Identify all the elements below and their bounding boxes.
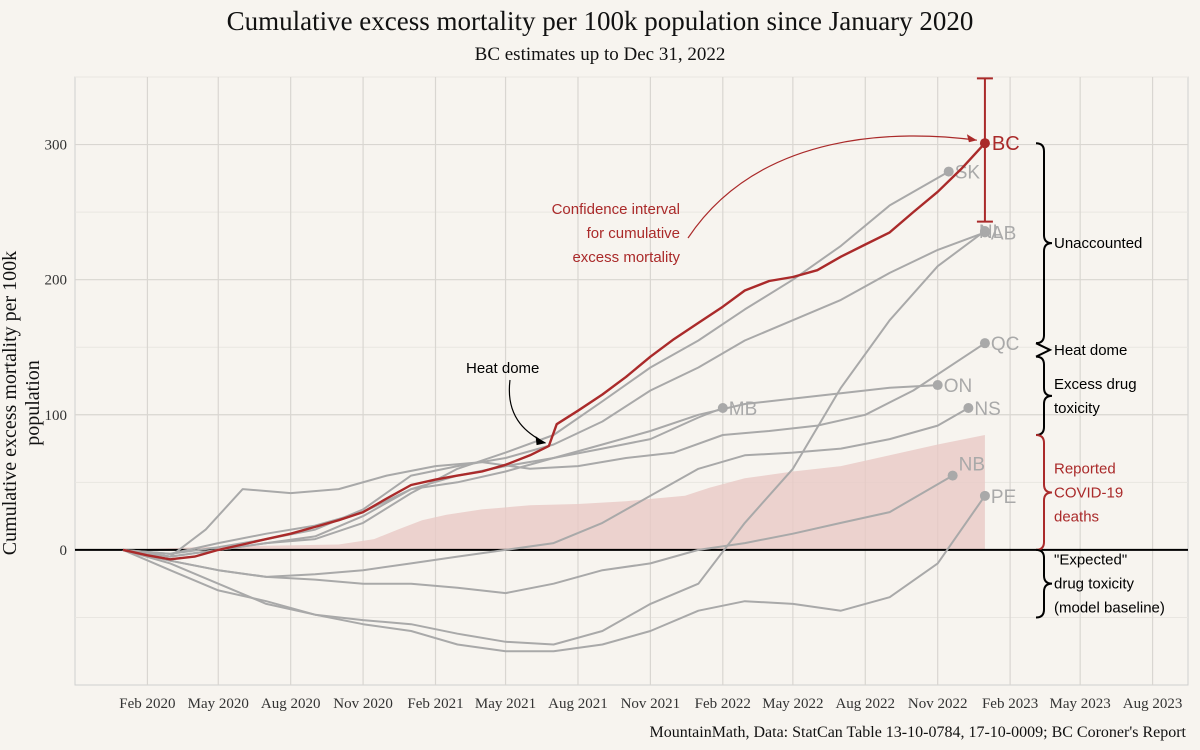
bracket-label: (model baseline) <box>1054 600 1165 617</box>
x-tick-label: Aug 2021 <box>548 696 608 712</box>
x-tick-label: Feb 2021 <box>407 696 463 712</box>
x-tick-label: Aug 2020 <box>261 696 321 712</box>
series-point-qc <box>979 338 990 349</box>
x-tick-label: Feb 2023 <box>982 696 1038 712</box>
covid-deaths-area <box>123 435 985 550</box>
heat-dome-annotation: Heat dome <box>466 360 539 377</box>
series-line-nb <box>122 474 954 595</box>
x-tick-label: May 2022 <box>762 696 823 712</box>
ci-arrow-head <box>966 134 977 143</box>
bc-line <box>122 142 986 561</box>
bracket-label: "Expected" <box>1054 552 1127 569</box>
bracket-1 <box>1035 342 1053 358</box>
heat-dome-arrow-head <box>535 436 546 446</box>
series-line-qc <box>122 342 986 558</box>
bracket-2 <box>1035 355 1053 437</box>
ci-annotation-line: excess mortality <box>572 249 680 266</box>
series-label-mb: MB <box>729 399 758 420</box>
bracket-4 <box>1035 548 1053 619</box>
bracket-label: deaths <box>1054 508 1099 525</box>
series-line-on <box>122 384 938 555</box>
x-tick-label: May 2021 <box>475 696 536 712</box>
y-tick-label: 100 <box>45 408 68 424</box>
bracket-label: Unaccounted <box>1054 235 1142 252</box>
ci-annotation-line: for cumulative <box>587 225 680 242</box>
bracket-label: Heat dome <box>1054 342 1127 359</box>
series-label-qc: QC <box>991 334 1020 355</box>
x-tick-label: Aug 2022 <box>835 696 895 712</box>
bracket-label: COVID-19 <box>1054 484 1123 501</box>
x-tick-label: May 2023 <box>1050 696 1111 712</box>
y-tick-label: 200 <box>45 273 68 289</box>
x-tick-label: Feb 2022 <box>695 696 751 712</box>
series-label-nl: NL <box>979 222 1003 243</box>
series-label-on: ON <box>944 376 973 397</box>
series-point-ns <box>963 403 974 414</box>
bc-point <box>979 138 990 149</box>
bracket-3 <box>1035 434 1053 551</box>
y-tick-label: 300 <box>45 138 68 154</box>
x-tick-label: Nov 2022 <box>908 696 968 712</box>
bracket-0 <box>1035 142 1053 345</box>
chart-subtitle: BC estimates up to Dec 31, 2022 <box>474 44 726 65</box>
series-label-nb: NB <box>959 455 985 476</box>
x-tick-label: May 2020 <box>188 696 249 712</box>
x-tick-label: Feb 2020 <box>119 696 175 712</box>
x-tick-label: Aug 2023 <box>1123 696 1183 712</box>
chart-caption: MountainMath, Data: StatCan Table 13-10-… <box>649 724 1186 741</box>
bracket-label: drug toxicity <box>1054 576 1135 593</box>
series-label-pe: PE <box>991 487 1016 508</box>
series-label-ns: NS <box>974 399 1000 420</box>
ci-annotation-arrow <box>687 135 977 239</box>
series-point-mb <box>717 403 728 414</box>
bracket-label: Reported <box>1054 460 1116 477</box>
series-label-ab: AB <box>991 223 1016 244</box>
x-tick-label: Nov 2020 <box>333 696 393 712</box>
series-line-pe <box>122 495 986 653</box>
chart-title: Cumulative excess mortality per 100k pop… <box>226 6 974 36</box>
series-point-nl <box>979 226 990 237</box>
series-point-sk <box>943 166 954 177</box>
series-point-on <box>932 380 943 391</box>
series-line-nl <box>122 230 986 646</box>
x-tick-label: Nov 2021 <box>621 696 681 712</box>
bracket-label: toxicity <box>1054 400 1100 417</box>
ci-annotation-line: Confidence interval <box>552 201 680 218</box>
series-point-pe <box>979 490 990 501</box>
bc-label: BC <box>992 133 1020 155</box>
bracket-label: Excess drug <box>1054 376 1137 393</box>
series-point-nb <box>947 470 958 481</box>
y-tick-label: 0 <box>60 543 68 559</box>
